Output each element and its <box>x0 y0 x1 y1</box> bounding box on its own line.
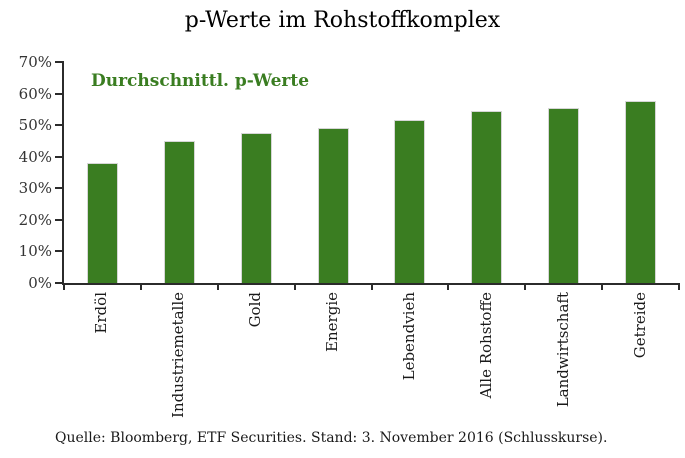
x-category-label: Energie <box>323 292 342 352</box>
x-axis-tick <box>139 283 142 290</box>
y-axis-tick <box>55 155 64 158</box>
x-category-label: Landwirtschaft <box>553 292 572 408</box>
bar-Alle Rohstoffe <box>471 110 503 283</box>
x-axis-tick <box>678 283 680 290</box>
y-axis-tick <box>55 218 64 221</box>
bar-Gold <box>240 133 272 283</box>
bar-Industriemetalle <box>163 140 195 283</box>
x-axis-tick <box>524 283 527 290</box>
x-category-label: Industriemetalle <box>169 292 188 418</box>
x-axis-tick <box>370 283 373 290</box>
x-category-label: Getreide <box>630 292 649 359</box>
y-axis-tick-label: 60% <box>18 84 52 103</box>
plot-area: Durchschnittl. p-Werte 0% 10% 20% 30% 40% 50%… <box>19 53 680 418</box>
bar-Lebendvieh <box>394 120 426 283</box>
x-category-label: Alle Rohstoffe <box>476 292 495 399</box>
bar-Landwirtschaft <box>548 107 580 283</box>
source-note: Quelle: Bloomberg, ETF Securities. Stand… <box>55 430 608 446</box>
x-axis-tick <box>216 283 219 290</box>
x-axis-tick <box>293 283 296 290</box>
x-category-label: Erdöl <box>92 292 111 334</box>
y-axis-tick <box>55 282 64 284</box>
x-axis-tick <box>447 283 450 290</box>
y-axis-tick-label: 70% <box>18 53 52 71</box>
y-axis-tick-label: 0% <box>28 274 52 292</box>
y-axis-tick <box>55 92 64 95</box>
y-axis-tick <box>55 61 64 63</box>
x-axis-tick <box>601 283 604 290</box>
x-category-label: Gold <box>246 292 265 328</box>
y-axis-tick <box>55 187 64 190</box>
chart-title: p-Werte im Rohstoffkomplex <box>184 8 501 33</box>
x-category-label: Lebendvieh <box>399 292 418 381</box>
y-axis-tick-label: 50% <box>18 116 52 135</box>
y-axis-tick-label: 40% <box>18 147 52 166</box>
bar-Energie <box>317 128 349 283</box>
series-legend-label: Durchschnittl. p-Werte <box>91 71 310 91</box>
x-axis-tick <box>63 283 65 290</box>
y-axis-tick <box>55 250 64 253</box>
y-axis-tick <box>55 124 64 127</box>
y-axis-tick-label: 10% <box>18 242 52 261</box>
y-axis-tick-label: 20% <box>18 210 52 229</box>
bar-Getreide <box>625 101 657 283</box>
bar-Erdöl <box>86 163 118 283</box>
y-axis-tick-label: 30% <box>18 179 52 198</box>
